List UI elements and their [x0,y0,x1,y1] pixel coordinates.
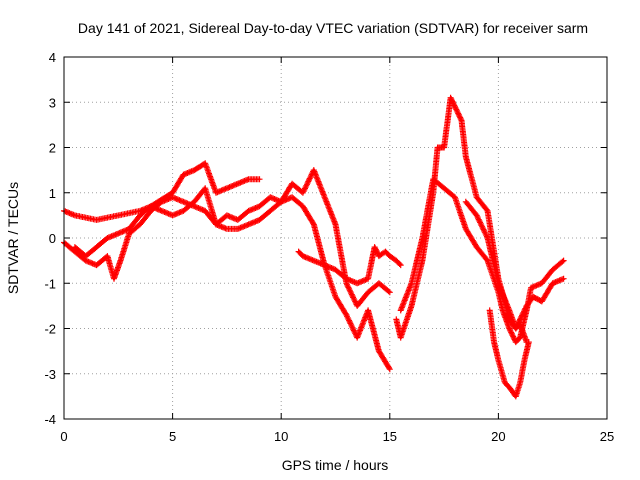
data-point [483,206,490,213]
data-point [525,339,532,346]
data-series [462,198,567,332]
x-axis-label: GPS time / hours [282,457,389,473]
data-point [386,289,393,296]
data-point [310,220,316,227]
x-tick-label: 5 [169,429,176,444]
x-tick-label: 20 [491,429,505,444]
y-axis-label: SDTVAR / TECUs [5,182,21,294]
data-point [560,257,567,264]
data-series [71,167,393,309]
y-tick-label: 4 [49,50,56,65]
data-series [486,307,532,400]
axis-ticks: 0 5 10 15 20 25 -4 -3 -2 -1 0 1 2 3 4 [44,50,614,444]
x-tick-label: 0 [60,429,67,444]
data-point [508,329,515,336]
data-point [560,275,567,282]
data-point [397,262,404,269]
y-tick-label: 0 [49,231,56,246]
data-point [385,288,392,295]
data-series [61,194,393,373]
y-tick-label: -3 [44,367,56,382]
data-point [519,311,526,317]
data-point [456,113,463,120]
x-tick-label: 15 [383,429,397,444]
y-tick-label: 3 [49,95,56,110]
y-tick-label: 1 [49,186,56,201]
y-tick-label: -2 [44,322,56,337]
data-series [295,244,404,287]
data-point [256,176,263,183]
data-point [509,332,516,339]
y-tick-label: 2 [49,141,56,156]
x-tick-label: 25 [600,429,614,444]
data-marks [61,94,567,400]
y-tick-label: -4 [44,412,56,427]
data-point [506,326,513,333]
data-point [386,366,393,373]
data-point [386,364,392,371]
data-point [396,261,403,267]
chart-title: Day 141 of 2021, Sidereal Day-to-day VTE… [78,20,588,36]
data-point [559,258,566,265]
data-point [453,107,460,114]
data-point [517,316,524,323]
y-tick-label: -1 [44,276,56,291]
plot-frame [63,56,608,420]
x-tick-label: 10 [274,429,288,444]
data-point [455,110,462,117]
data-point [518,313,525,320]
